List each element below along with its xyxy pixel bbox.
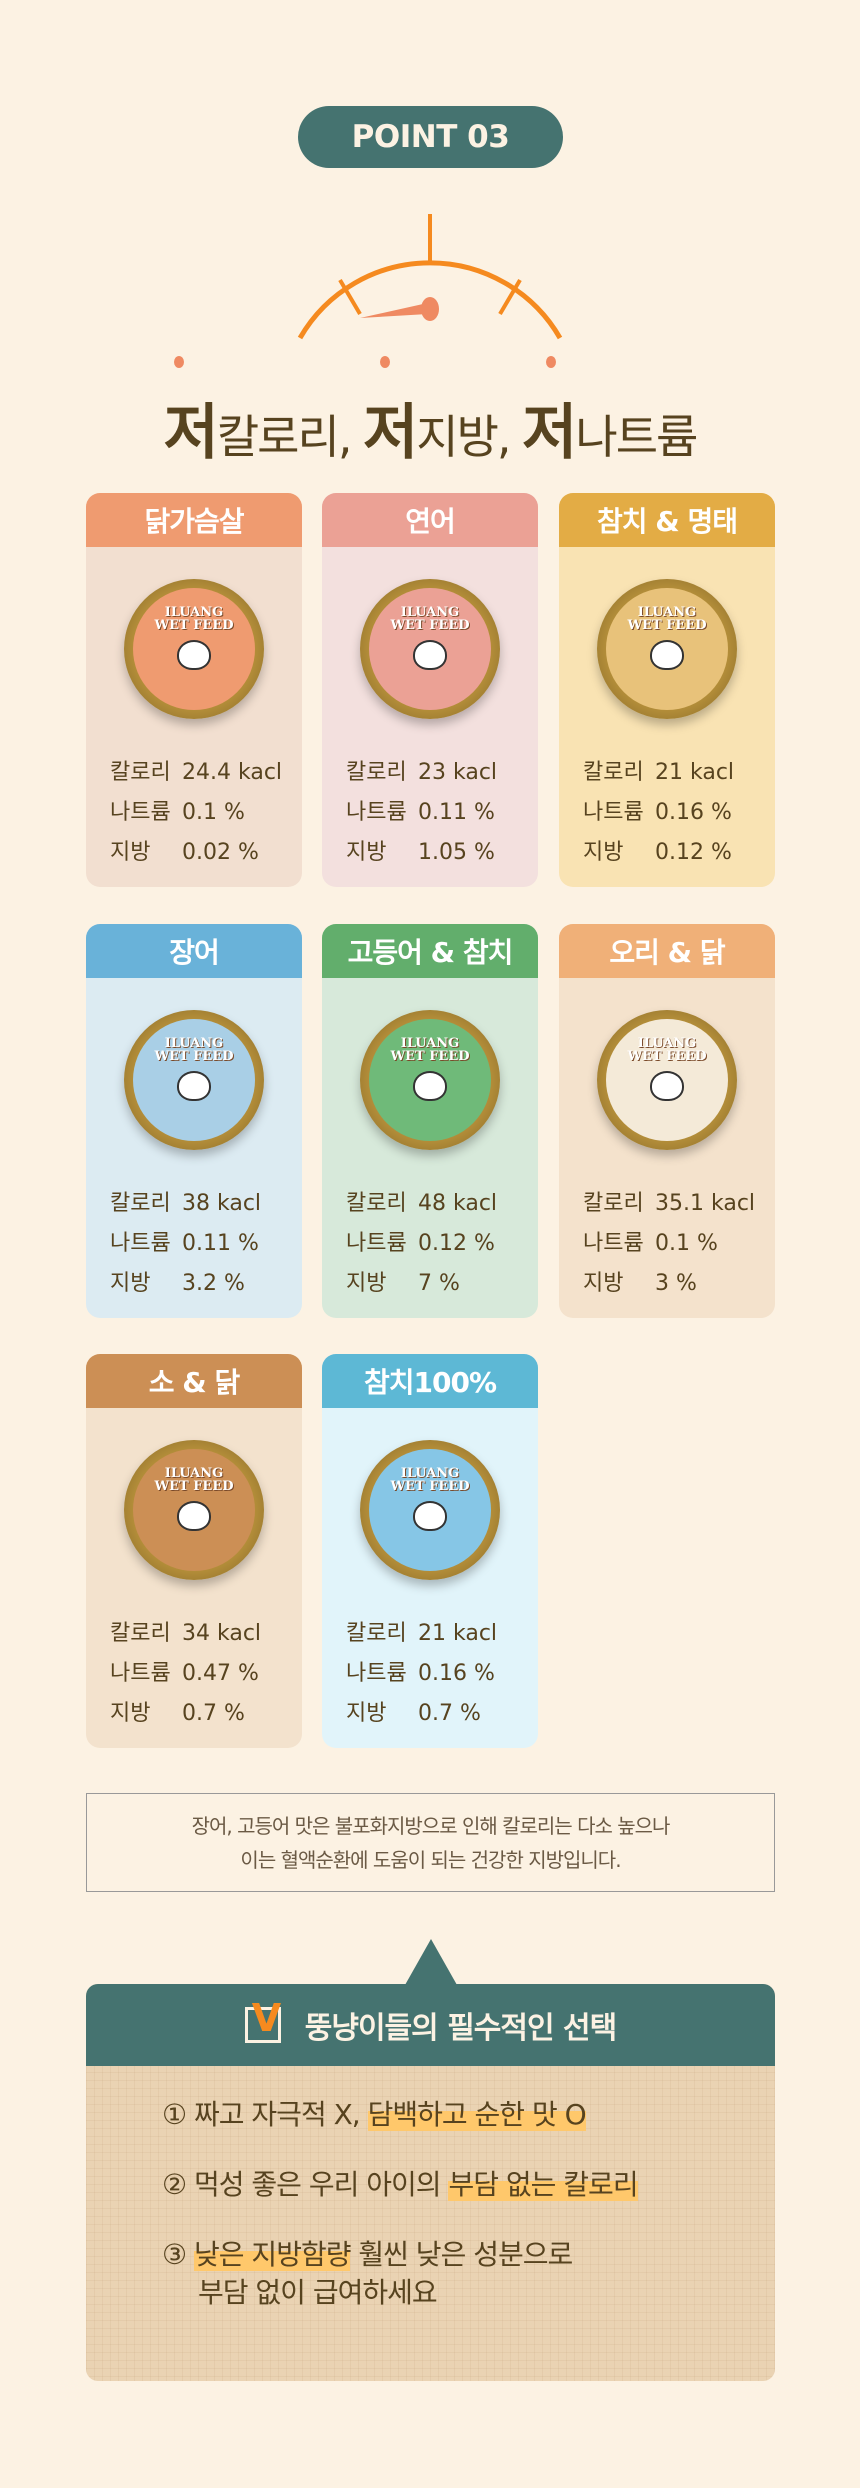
- stat-calorie: 칼로리 21 kacl: [346, 1621, 498, 1646]
- stat-fat: 지방 0.12 %: [583, 840, 732, 865]
- stat-calorie: 칼로리 23 kacl: [346, 760, 498, 785]
- product-name: 고등어 & 참치: [322, 924, 538, 978]
- product-card: 장어 ILUANG WET FEED 칼로리 38 kacl 나트륨 0.11 % 지…: [86, 924, 302, 1318]
- stat-sodium: 나트륨 0.16 %: [583, 800, 732, 825]
- cat-icon: [177, 1071, 211, 1101]
- stat-calorie: 칼로리 34 kacl: [110, 1621, 262, 1646]
- product-card: 연어 ILUANG WET FEED 칼로리 23 kacl 나트륨 0.11 % 지…: [322, 493, 538, 887]
- product-can-image: ILUANG WET FEED: [124, 579, 264, 719]
- info-note: 장어, 고등어 맛은 불포화지방으로 인해 칼로리는 다소 높으나 이는 혈액순…: [86, 1793, 775, 1892]
- emphasis-dot: [174, 356, 184, 368]
- stat-sodium: 나트륨 0.11 %: [346, 800, 495, 825]
- product-name: 연어: [322, 493, 538, 547]
- product-name: 오리 & 닭: [559, 924, 775, 978]
- gauge-icon: [297, 214, 563, 340]
- product-name: 참치100%: [322, 1354, 538, 1408]
- emphasis-dot: [546, 356, 556, 368]
- cat-icon: [177, 640, 211, 670]
- emphasis-dot: [380, 356, 390, 368]
- choice-item-3: ③ 낮은 지방함량 훨씬 낮은 성분으로 부담 없이 급여하세요: [162, 2238, 573, 2309]
- choice-item-2: ② 먹성 좋은 우리 아이의 부담 없는 칼로리: [162, 2168, 639, 2201]
- stat-sodium: 나트륨 0.12 %: [346, 1231, 495, 1256]
- stat-fat: 지방 3.2 %: [110, 1271, 245, 1296]
- stat-calorie: 칼로리 21 kacl: [583, 760, 735, 785]
- headline: 저칼로리, 저지방, 저나트륨: [163, 398, 699, 468]
- stat-fat: 지방 7 %: [346, 1271, 460, 1296]
- product-card: 고등어 & 참치 ILUANG WET FEED 칼로리 48 kacl 나트륨 0.…: [322, 924, 538, 1318]
- stat-sodium: 나트륨 0.16 %: [346, 1661, 495, 1686]
- choice-panel: V 뚱냥이들의 필수적인 선택 ① 짜고 자극적 X, 담백하고 순한 맛 O …: [86, 1984, 775, 2381]
- product-can-image: ILUANG WET FEED: [124, 1010, 264, 1150]
- choice-item-1: ① 짜고 자극적 X, 담백하고 순한 맛 O: [162, 2098, 587, 2131]
- choice-header: V 뚱냥이들의 필수적인 선택: [86, 1984, 775, 2066]
- product-can-image: ILUANG WET FEED: [597, 1010, 737, 1150]
- pointer-triangle: [405, 1939, 457, 1985]
- stat-calorie: 칼로리 35.1 kacl: [583, 1191, 756, 1216]
- product-card: 참치100% ILUANG WET FEED 칼로리 21 kacl 나트륨 0.16…: [322, 1354, 538, 1748]
- stat-fat: 지방 3 %: [583, 1271, 697, 1296]
- product-can-image: ILUANG WET FEED: [360, 579, 500, 719]
- stat-calorie: 칼로리 48 kacl: [346, 1191, 498, 1216]
- stat-calorie: 칼로리 38 kacl: [110, 1191, 262, 1216]
- stat-sodium: 나트륨 0.11 %: [110, 1231, 259, 1256]
- stat-fat: 지방 0.7 %: [346, 1701, 481, 1726]
- product-name: 장어: [86, 924, 302, 978]
- cat-icon: [413, 1071, 447, 1101]
- stat-fat: 지방 0.02 %: [110, 840, 259, 865]
- product-can-image: ILUANG WET FEED: [124, 1440, 264, 1580]
- product-name: 닭가슴살: [86, 493, 302, 547]
- stat-calorie: 칼로리 24.4 kacl: [110, 760, 283, 785]
- cat-icon: [177, 1501, 211, 1531]
- product-card: 소 & 닭 ILUANG WET FEED 칼로리 34 kacl 나트륨 0.47 …: [86, 1354, 302, 1748]
- product-can-image: ILUANG WET FEED: [597, 579, 737, 719]
- point-badge: POINT 03: [298, 106, 563, 168]
- product-card: 닭가슴살 ILUANG WET FEED 칼로리 24.4 kacl 나트륨 0.1 …: [86, 493, 302, 887]
- cat-icon: [650, 640, 684, 670]
- product-name: 소 & 닭: [86, 1354, 302, 1408]
- cat-icon: [413, 640, 447, 670]
- stat-sodium: 나트륨 0.1 %: [583, 1231, 718, 1256]
- stat-sodium: 나트륨 0.47 %: [110, 1661, 259, 1686]
- cat-icon: [413, 1501, 447, 1531]
- product-can-image: ILUANG WET FEED: [360, 1010, 500, 1150]
- checkbox-check-icon: V: [244, 1996, 281, 2043]
- stat-sodium: 나트륨 0.1 %: [110, 800, 245, 825]
- product-card: 오리 & 닭 ILUANG WET FEED 칼로리 35.1 kacl 나트륨 0.…: [559, 924, 775, 1318]
- cat-icon: [650, 1071, 684, 1101]
- stat-fat: 지방 1.05 %: [346, 840, 495, 865]
- product-card: 참치 & 명태 ILUANG WET FEED 칼로리 21 kacl 나트륨 0.1…: [559, 493, 775, 887]
- product-name: 참치 & 명태: [559, 493, 775, 547]
- stat-fat: 지방 0.7 %: [110, 1701, 245, 1726]
- product-can-image: ILUANG WET FEED: [360, 1440, 500, 1580]
